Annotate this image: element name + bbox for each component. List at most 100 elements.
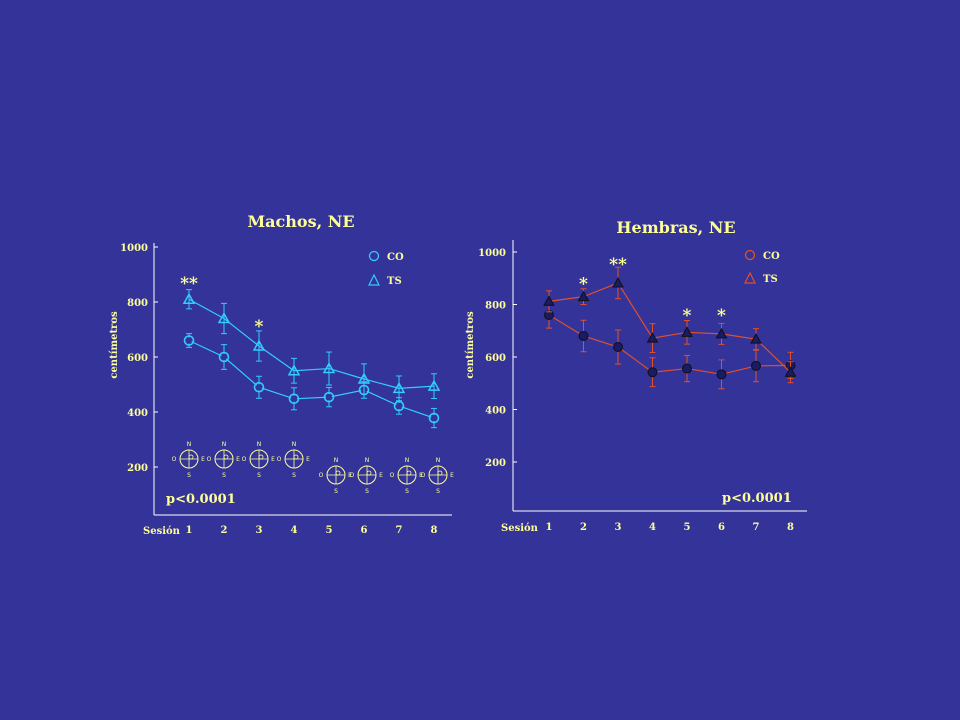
compass-east-label: E xyxy=(379,472,383,479)
data-point-co-center xyxy=(431,415,437,422)
data-point-ts xyxy=(784,366,797,377)
y-tick-label: 1000 xyxy=(120,243,148,254)
data-point-co-center xyxy=(291,395,297,402)
series-line-ts xyxy=(188,298,435,389)
compass-east-label: E xyxy=(419,472,423,479)
data-point-ts xyxy=(646,332,659,343)
compass-south-label: S xyxy=(257,472,261,479)
compass-west-label: O xyxy=(207,456,212,463)
x-axis-label: Sesión xyxy=(143,526,181,537)
data-point-ts xyxy=(322,362,336,374)
x-tick-label: 2 xyxy=(580,522,587,533)
compass-west-label: O xyxy=(390,472,395,479)
data-point-co-center xyxy=(221,354,227,360)
compass-west-label: O xyxy=(421,472,426,479)
platform-marker xyxy=(293,454,299,460)
platform-marker xyxy=(366,470,372,476)
data-point-co xyxy=(253,381,265,393)
p-value-label: p<0.0001 xyxy=(166,492,236,507)
x-tick-label: 8 xyxy=(787,522,794,533)
data-point-co xyxy=(751,360,761,371)
data-point-ts xyxy=(715,327,728,339)
data-point-co xyxy=(183,335,195,346)
y-tick-label: 1000 xyxy=(478,248,506,259)
x-tick-label: 4 xyxy=(649,522,656,533)
y-axis-label: centímetros xyxy=(465,311,476,379)
data-point-ts xyxy=(543,295,555,306)
data-point-ts xyxy=(681,326,693,337)
data-point-co xyxy=(682,363,692,374)
data-point-ts xyxy=(427,379,441,391)
compass-north-label: N xyxy=(405,457,410,464)
compass-south-label: S xyxy=(187,472,191,479)
compass-west-label: O xyxy=(319,472,324,479)
series-line-ts xyxy=(548,282,791,373)
significance-marker: * xyxy=(579,275,588,295)
compass-east-label: E xyxy=(348,472,352,479)
chart-title: Machos, NE xyxy=(247,212,354,231)
data-point-co xyxy=(323,391,335,403)
compass-north-label: N xyxy=(187,441,192,448)
compass-south-label: S xyxy=(365,488,369,495)
legend-triangle-icon xyxy=(368,273,380,286)
data-point-co-center xyxy=(186,337,192,344)
p-value-label: p<0.0001 xyxy=(722,491,792,506)
data-point-ts xyxy=(577,290,590,302)
data-point-co xyxy=(647,367,658,378)
compass-west-label: O xyxy=(172,456,177,463)
series-line-co xyxy=(188,339,435,419)
data-point-co xyxy=(613,342,623,353)
compass-north-label: N xyxy=(257,441,262,448)
compass-north-label: N xyxy=(292,441,297,448)
compass-east-label: E xyxy=(271,456,275,463)
x-axis-label: Sesión xyxy=(501,523,539,534)
data-point-co xyxy=(288,393,300,405)
x-tick-label: 5 xyxy=(326,525,333,536)
y-tick-label: 200 xyxy=(127,463,148,474)
legend-label-co: CO xyxy=(763,251,780,262)
legend-label-co: CO xyxy=(387,252,404,263)
x-tick-label: 8 xyxy=(431,525,438,536)
x-tick-label: 1 xyxy=(186,525,193,536)
x-tick-label: 7 xyxy=(753,522,760,533)
x-tick-label: 1 xyxy=(546,522,553,533)
compass-north-label: N xyxy=(436,457,441,464)
x-tick-label: 6 xyxy=(718,522,725,533)
compass-east-label: E xyxy=(236,456,240,463)
significance-marker: * xyxy=(255,317,264,337)
chart-title: Hembras, NE xyxy=(616,218,735,237)
data-point-co xyxy=(428,412,440,424)
data-point-ts xyxy=(217,311,231,324)
compass-south-label: S xyxy=(405,488,409,495)
data-point-co xyxy=(218,351,230,363)
legend-label-ts: TS xyxy=(763,274,778,285)
x-tick-label: 5 xyxy=(684,522,691,533)
platform-marker xyxy=(223,454,229,460)
significance-marker: * xyxy=(683,306,692,326)
x-tick-label: 2 xyxy=(221,525,228,536)
legend-triangle-icon xyxy=(744,271,756,284)
legend-label-ts: TS xyxy=(387,276,402,287)
data-point-co-center xyxy=(256,384,262,391)
compass-east-label: E xyxy=(201,456,205,463)
platform-marker xyxy=(406,470,412,476)
y-tick-label: 800 xyxy=(485,301,506,312)
compass-north-label: N xyxy=(334,457,339,464)
significance-marker: * xyxy=(717,306,726,326)
y-tick-label: 200 xyxy=(485,458,506,469)
compass-north-label: N xyxy=(365,457,370,464)
data-point-co xyxy=(578,331,589,341)
compass-east-label: E xyxy=(306,456,310,463)
series-line-co xyxy=(548,314,791,375)
data-point-ts xyxy=(357,372,371,384)
legend-circle-icon xyxy=(744,249,756,261)
data-point-ts xyxy=(392,381,406,394)
significance-marker: ** xyxy=(180,274,198,294)
data-point-co xyxy=(716,369,727,380)
platform-marker xyxy=(335,470,341,476)
compass-south-label: S xyxy=(292,472,296,479)
data-point-ts xyxy=(252,339,266,351)
y-tick-label: 400 xyxy=(127,408,148,419)
compass-north-label: N xyxy=(222,441,227,448)
